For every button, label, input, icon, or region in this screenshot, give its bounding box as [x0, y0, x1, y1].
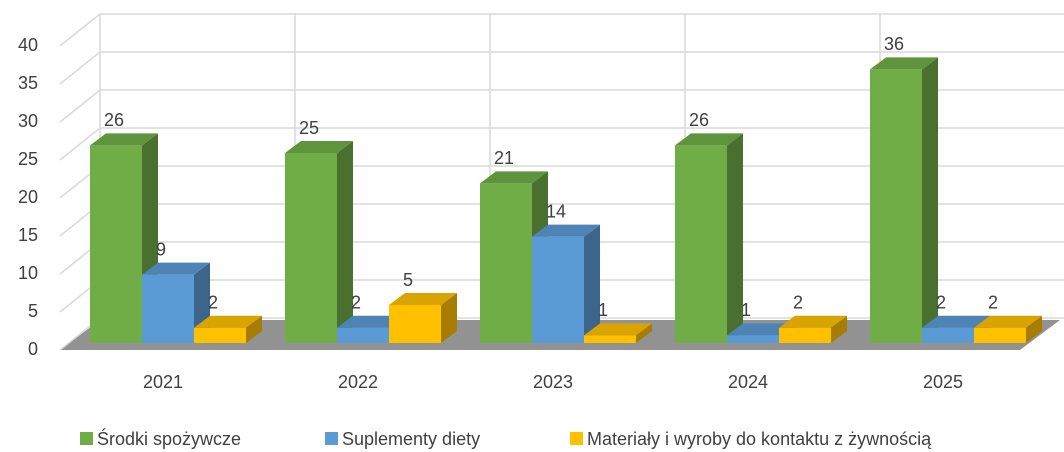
- bar: [90, 145, 142, 343]
- x-tick-label: 2022: [338, 372, 378, 392]
- data-label: 1: [741, 300, 751, 320]
- data-label: 25: [299, 118, 319, 138]
- bar: [142, 274, 194, 343]
- data-label: 2: [936, 293, 946, 313]
- bar: [337, 327, 389, 343]
- legend-swatch: [570, 432, 583, 445]
- data-label: 26: [104, 110, 124, 130]
- x-tick-label: 2025: [923, 372, 963, 392]
- bar-side: [831, 315, 847, 343]
- legend-swatch: [80, 432, 93, 445]
- y-tick-label: 15: [18, 225, 38, 245]
- y-tick-label: 20: [18, 187, 38, 207]
- bar-top: [480, 171, 548, 184]
- bar-top: [727, 323, 795, 336]
- bar-top: [142, 262, 210, 275]
- data-label: 9: [156, 239, 166, 259]
- bar: [974, 327, 1026, 343]
- y-tick-label: 30: [18, 111, 38, 131]
- data-label: 21: [494, 148, 514, 168]
- bar-top: [194, 315, 262, 328]
- bar: [779, 327, 831, 343]
- legend-label: Materiały i wyroby do kontaktu z żywnośc…: [587, 429, 932, 449]
- bar-side: [727, 133, 743, 343]
- bar-top: [870, 57, 938, 70]
- data-label: 14: [546, 201, 566, 221]
- bar-side: [636, 323, 652, 343]
- bar-top: [779, 315, 847, 328]
- bar: [480, 183, 532, 343]
- bar: [727, 335, 779, 343]
- bar-side: [922, 57, 938, 344]
- data-label: 2: [351, 293, 361, 313]
- bar: [389, 305, 441, 343]
- bar-side: [246, 315, 262, 343]
- bar-top: [90, 133, 158, 146]
- data-label: 2: [208, 293, 218, 313]
- bar-top: [532, 224, 600, 237]
- bar: [584, 335, 636, 343]
- grid-line: [59, 13, 1064, 47]
- x-tick-label: 2023: [533, 372, 573, 392]
- bar-top: [675, 133, 743, 146]
- bar: [285, 153, 337, 343]
- data-label: 2: [793, 293, 803, 313]
- legend-swatch: [325, 432, 338, 445]
- x-tick-label: 2024: [728, 372, 768, 392]
- bar-side: [337, 141, 353, 343]
- bar: [194, 327, 246, 343]
- bar-side: [1026, 315, 1042, 343]
- legend-label: Suplementy diety: [342, 429, 480, 449]
- y-tick-label: 10: [18, 263, 38, 283]
- data-label: 36: [884, 34, 904, 54]
- bar: [870, 69, 922, 344]
- bar-side: [441, 293, 457, 343]
- bar: [532, 236, 584, 343]
- bar-top: [974, 315, 1042, 328]
- data-label: 5: [403, 270, 413, 290]
- bar-top: [337, 315, 405, 328]
- bar-top: [285, 141, 353, 153]
- bar: [922, 327, 974, 343]
- bar-top: [922, 315, 990, 328]
- data-label: 26: [689, 110, 709, 130]
- bar: [675, 145, 727, 343]
- y-tick-label: 0: [28, 339, 38, 359]
- bar-top: [389, 293, 457, 305]
- legend-label: Środki spożywcze: [97, 428, 241, 449]
- y-tick-label: 25: [18, 149, 38, 169]
- data-label: 2: [988, 293, 998, 313]
- y-tick-label: 40: [18, 35, 38, 55]
- y-tick-label: 35: [18, 73, 38, 93]
- data-label: 1: [598, 300, 608, 320]
- x-tick-label: 2021: [143, 372, 183, 392]
- bar-side: [584, 224, 600, 343]
- bar-top: [584, 323, 652, 336]
- y-tick-label: 5: [28, 301, 38, 321]
